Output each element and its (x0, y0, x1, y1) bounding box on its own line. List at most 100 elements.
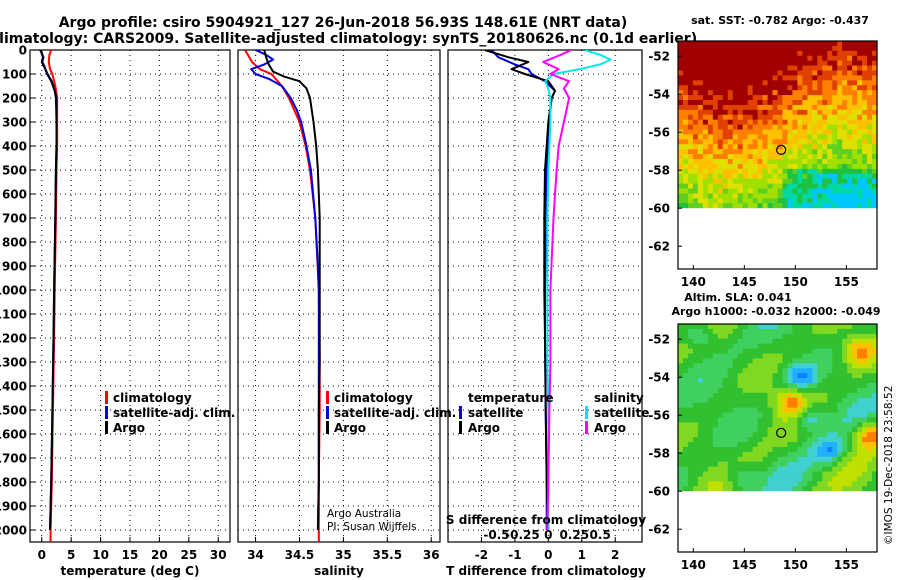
map-cell (762, 159, 769, 165)
map-cell (727, 442, 734, 448)
map-cell (687, 451, 694, 458)
map-cell (717, 387, 724, 394)
map-cell (842, 397, 848, 404)
map-cell (742, 41, 749, 47)
map-cell (782, 139, 789, 145)
map-cell (822, 95, 828, 101)
map-cell (747, 104, 754, 111)
map-cell (797, 139, 803, 145)
map-cell (702, 173, 709, 180)
map-cell (772, 119, 779, 126)
map-cell (872, 163, 878, 170)
map-cell (812, 60, 818, 67)
map-cell (802, 363, 808, 369)
map-cell (872, 65, 878, 72)
map-cell (692, 193, 699, 199)
map-cell (707, 397, 714, 404)
map-cell (822, 90, 828, 96)
legend-swatch-argo (326, 421, 329, 434)
map-cell (832, 481, 838, 487)
map-cell (687, 154, 694, 160)
map-cell (852, 338, 858, 345)
map-cell (737, 378, 744, 384)
map-cell (772, 481, 779, 487)
map-cell (872, 60, 878, 67)
map-cell (752, 456, 759, 463)
map-cell (807, 41, 813, 47)
map-cell (807, 154, 813, 160)
map-cell (737, 70, 744, 77)
map-cell (747, 446, 754, 453)
map-cell (727, 373, 734, 379)
map-cell (812, 486, 818, 492)
map-cell (707, 466, 714, 473)
map-cell (767, 422, 774, 428)
map-cell (817, 392, 823, 399)
map-cell (747, 383, 754, 389)
map-cell (737, 324, 744, 330)
map-cell (832, 198, 838, 204)
map-cell (812, 65, 818, 72)
map-cell (817, 432, 823, 438)
map-cell (857, 168, 863, 175)
map-cell (847, 124, 853, 131)
map-cell (702, 368, 709, 374)
map-cell (857, 114, 863, 121)
map-cell (772, 65, 779, 72)
map-cell (727, 471, 734, 478)
map-cell (822, 124, 828, 131)
map-cell (757, 193, 764, 199)
map-cell (807, 75, 813, 81)
map-cell (872, 368, 878, 374)
map-cell (692, 442, 699, 448)
map-cell (872, 95, 878, 101)
map-cell (862, 80, 868, 86)
map-cell (787, 149, 794, 155)
map-cell (872, 417, 878, 423)
map-cell (712, 198, 719, 204)
map-cell (727, 338, 734, 345)
map-cell (747, 154, 754, 160)
map-cell (722, 422, 729, 428)
map-cell (702, 129, 709, 136)
map-cell (678, 154, 684, 160)
map-cell (832, 159, 838, 165)
map-cell (682, 378, 689, 384)
map-cell (787, 70, 794, 77)
map-cell (742, 328, 749, 335)
map-cell (857, 70, 863, 77)
map-cell (767, 407, 774, 414)
map-cell (807, 173, 813, 180)
map-cell (817, 383, 823, 389)
map-cell (822, 456, 828, 463)
map-cell (747, 109, 754, 116)
map-cell (842, 328, 848, 335)
map-cell (702, 85, 709, 91)
map-cell (822, 466, 828, 473)
map-cell (742, 139, 749, 145)
map-cell (707, 45, 714, 52)
map-cell (717, 198, 724, 204)
map-cell (717, 188, 724, 195)
map-cell (777, 486, 784, 492)
map-cell (737, 417, 744, 423)
map-cell (827, 149, 833, 155)
map-cell (867, 358, 873, 364)
map-cell (822, 358, 828, 364)
map-cell (727, 154, 734, 160)
map-cell (792, 163, 798, 170)
map-cell (682, 104, 689, 111)
x-tick-label: 35 (335, 548, 352, 562)
map-cell (737, 412, 744, 419)
map-cell (752, 358, 759, 364)
map-cell (842, 70, 848, 77)
map-cell (872, 471, 878, 478)
map-cell (822, 114, 828, 121)
map-cell (702, 159, 709, 165)
map-cell (827, 446, 833, 453)
map-cell (787, 363, 794, 369)
map-cell (692, 451, 699, 458)
map-cell (712, 348, 719, 355)
map-cell (762, 95, 769, 101)
map-cell (857, 134, 863, 140)
